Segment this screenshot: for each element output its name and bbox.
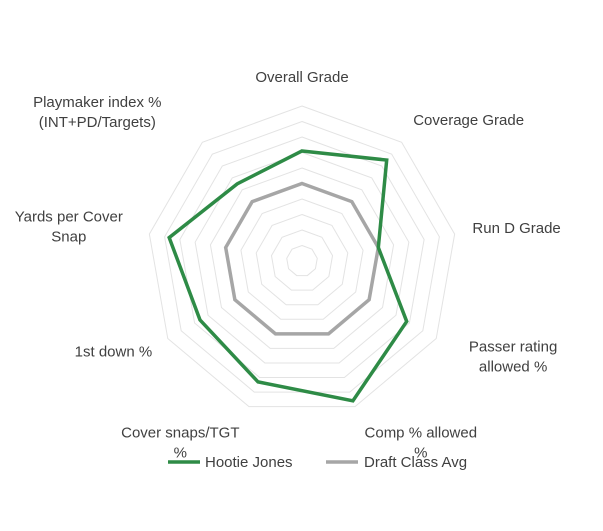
axis-label: Comp % allowed% [365,425,478,462]
axis-label: Overall Grade [255,69,348,86]
axis-label-line: Coverage Grade [413,112,524,129]
axis-label: Passer rating allowed % [469,339,557,376]
axis-label-line: Playmaker index % [33,94,161,111]
grid-ring [194,151,410,364]
legend-item-draft-class-avg: Draft Class Avg [326,454,467,471]
axis-label: Coverage Grade [413,112,524,129]
legend-label-hootie-jones: Hootie Jones [205,454,293,471]
legend: Hootie Jones Draft Class Avg [168,454,467,471]
grid-ring [286,244,318,277]
axis-label-line: 1st down % [75,344,153,361]
legend-label-draft-class-avg: Draft Class Avg [364,454,467,471]
grid-ring [255,213,349,306]
grid-ring [179,136,425,379]
series-line-hootie-jones [167,149,409,403]
axis-label-line: Snap [51,229,86,246]
axis-label: Run D Grade [472,220,560,237]
grid-ring [148,105,456,408]
axis-label: Cover snaps/TGT% [121,425,239,462]
grid-ring [164,120,440,393]
radar-series [167,149,409,403]
axis-label-line: Run D Grade [472,220,560,237]
axis-label-line: Yards per Cover [15,209,123,226]
series-line-draft-class-avg [223,181,381,336]
axis-label: Playmaker index % (INT+PD/Targets) [33,94,161,131]
axis-label-line: % [174,445,187,462]
axis-label-line: allowed % [479,359,547,376]
legend-item-hootie-jones: Hootie Jones [168,454,293,471]
grid-ring [240,198,364,320]
axis-label: 1st down % [75,344,153,361]
axis-label-line: Comp % allowed [365,425,478,442]
axis-label: Yards per Cover Snap [15,209,123,246]
axis-labels: Overall Grade Coverage Grade Run D Grade Pa… [15,69,561,462]
axis-label-line: Overall Grade [255,69,348,86]
axis-label-line: % [414,445,427,462]
axis-label-line: (INT+PD/Targets) [39,114,156,131]
axis-label-line: Cover snaps/TGT [121,425,239,442]
grid-ring [270,229,334,291]
grid-ring [209,167,395,349]
axis-label-line: Passer rating [469,339,557,356]
